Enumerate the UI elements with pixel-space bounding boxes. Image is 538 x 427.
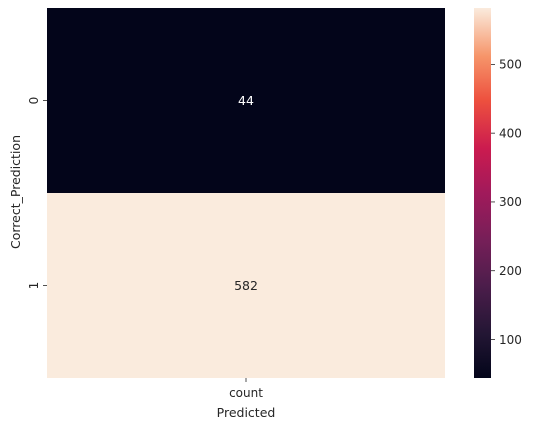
colorbar-tick-label: 500 — [499, 58, 522, 72]
y-axis-label: Correct_Prediction — [8, 135, 23, 249]
colorbar — [474, 8, 491, 378]
y-tick-label: 1 — [27, 282, 41, 290]
colorbar-tick-label: 200 — [499, 264, 522, 278]
colorbar-tick-label: 100 — [499, 333, 522, 347]
x-tick-label: count — [229, 386, 263, 400]
colorbar-tick-label: 300 — [499, 195, 522, 209]
colorbar-tick-label: 400 — [499, 126, 522, 140]
x-axis-label: Predicted — [217, 405, 276, 420]
colorbar-ticks: 100 200 300 400 500 — [491, 58, 522, 347]
heatmap-cell-1-count — [47, 193, 445, 378]
heatmap-cell-0-count — [47, 8, 445, 193]
cell-value-label: 582 — [234, 278, 258, 293]
y-axis-ticks: 01 — [27, 97, 47, 290]
heatmap-cells: 44 582 — [47, 8, 445, 378]
x-axis-ticks: count — [229, 378, 263, 400]
cell-value-label: 44 — [238, 93, 254, 108]
y-tick-label: 0 — [27, 97, 41, 105]
